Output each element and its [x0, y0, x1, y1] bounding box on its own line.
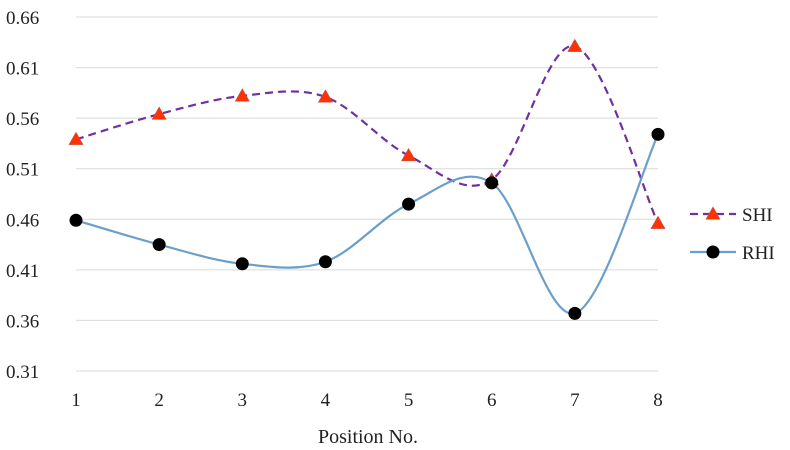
legend-item-rhi: RHI — [690, 243, 775, 264]
series-shi-point — [650, 215, 666, 229]
series-shi-point — [151, 106, 167, 120]
x-tick-label: 5 — [404, 390, 414, 411]
series-shi-point — [401, 147, 417, 162]
x-tick-label: 8 — [653, 390, 663, 411]
series-rhi-point — [69, 213, 83, 227]
y-tick-label: 0.41 — [6, 261, 39, 282]
series-shi-point — [234, 88, 250, 102]
x-axis-ticks: 1 2 3 4 5 6 7 8 — [71, 390, 663, 411]
legend: SHI RHI — [690, 205, 775, 264]
series-rhi-point — [235, 257, 249, 271]
x-tick-label: 4 — [321, 390, 331, 411]
legend-rhi-label: RHI — [742, 243, 775, 264]
series-rhi-point — [152, 238, 166, 252]
grid — [76, 16, 658, 372]
legend-shi-marker — [705, 206, 721, 220]
x-tick-label: 7 — [570, 390, 580, 411]
legend-shi-label: SHI — [742, 205, 773, 226]
legend-item-shi: SHI — [690, 205, 773, 226]
series-shi-point — [317, 89, 333, 103]
series-rhi-point — [318, 255, 332, 269]
x-tick-label: 3 — [238, 390, 248, 411]
y-tick-label: 0.56 — [6, 109, 39, 130]
x-tick-label: 1 — [71, 390, 81, 411]
series-rhi-point — [568, 306, 582, 320]
y-tick-label: 0.61 — [6, 59, 39, 80]
x-axis-title: Position No. — [318, 426, 418, 448]
y-tick-label: 0.36 — [6, 311, 39, 332]
y-tick-label: 0.51 — [6, 160, 39, 181]
x-tick-label: 2 — [154, 390, 164, 411]
y-tick-label: 0.46 — [6, 210, 39, 231]
y-axis-ticks: 0.31 0.36 0.41 0.46 0.51 0.56 0.61 0.66 — [6, 8, 39, 383]
y-tick-label: 0.66 — [6, 8, 39, 29]
series-shi-point — [567, 38, 583, 52]
x-tick-label: 6 — [487, 390, 497, 411]
series-shi — [68, 38, 666, 229]
series-shi-point — [68, 131, 84, 145]
series-shi-line — [75, 45, 659, 224]
series-rhi — [69, 127, 665, 320]
series-rhi-point — [485, 176, 499, 190]
series-rhi-point — [651, 127, 665, 141]
series-layer — [68, 38, 666, 320]
y-tick-label: 0.31 — [6, 362, 39, 383]
series-rhi-point — [402, 197, 416, 211]
legend-rhi-marker — [706, 245, 720, 259]
series-rhi-line — [75, 133, 659, 315]
